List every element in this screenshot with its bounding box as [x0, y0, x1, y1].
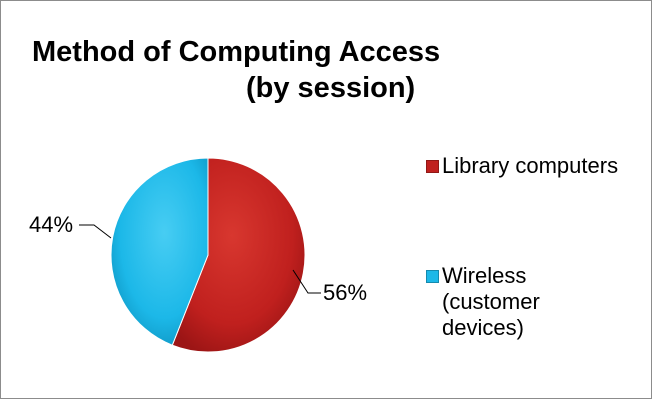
data-label-wireless: 44% — [29, 212, 73, 237]
chart-subtitle: (by session) — [246, 72, 416, 104]
chart-title-block: Method of Computing Access (by session) — [1, 34, 441, 106]
pie-slices — [110, 157, 306, 353]
leader-line-library-computers — [292, 269, 321, 294]
pie-slice-library-computers — [171, 157, 306, 353]
data-label-library-computers: 56% — [323, 280, 367, 305]
legend-item-library-computers: Library computers — [426, 153, 642, 179]
legend-label-wireless: Wireless (customer devices) — [442, 263, 540, 340]
chart-title: Method of Computing Access — [32, 36, 441, 68]
data-labels: 56% 44% — [29, 212, 367, 305]
legend-item-wireless: Wireless (customer devices) — [426, 263, 552, 341]
legend-swatch-library-computers — [426, 160, 439, 173]
leader-line-wireless — [79, 224, 112, 239]
legend-label-library-computers: Library computers — [442, 153, 619, 178]
pie-slice-wireless — [110, 157, 209, 346]
legend-swatch-wireless — [426, 270, 439, 283]
leader-lines — [79, 224, 321, 294]
